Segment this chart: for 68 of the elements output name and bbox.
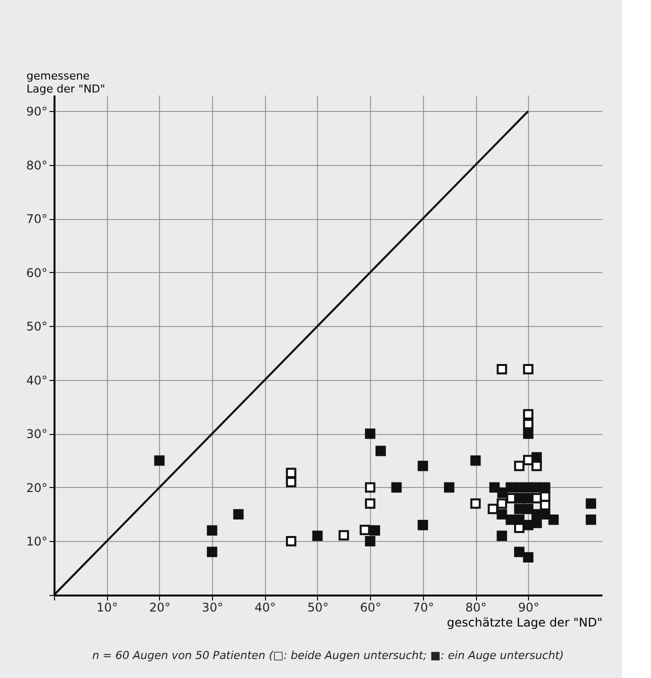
x-tick-label: 50° [307, 600, 329, 614]
point [531, 452, 542, 463]
x-tick-label: 60° [360, 600, 382, 614]
point [233, 509, 244, 520]
y-tick-label: 80° [26, 158, 48, 172]
point [444, 482, 454, 493]
point [514, 546, 524, 558]
x-tick-label: 80° [465, 600, 487, 614]
y-tick-label: 30° [26, 427, 48, 442]
point [496, 498, 508, 509]
x-tick-label: 30° [202, 600, 224, 614]
point [364, 428, 376, 439]
point [523, 409, 534, 420]
point [364, 536, 376, 546]
point [523, 504, 534, 514]
point [470, 498, 481, 509]
point [364, 482, 376, 493]
x-tick-label: 40° [254, 600, 276, 614]
y-tick-label: 20° [26, 480, 48, 495]
point [286, 536, 296, 546]
x-tick-label: 70° [412, 600, 434, 614]
point [370, 525, 380, 536]
point [376, 446, 386, 456]
point [523, 493, 534, 504]
point [523, 520, 534, 530]
point [154, 455, 165, 466]
y-tick-label: 90° [26, 104, 48, 119]
x-tick-label: 20° [149, 600, 171, 614]
point [548, 514, 559, 525]
point [540, 500, 550, 510]
point [523, 364, 534, 374]
point [496, 530, 508, 542]
y-tick-label: 60° [26, 266, 48, 280]
point [514, 493, 524, 504]
point [286, 476, 296, 488]
point [514, 460, 524, 472]
y-tick-label: 10° [26, 534, 48, 549]
point [312, 530, 323, 542]
point [286, 468, 296, 478]
point [523, 552, 534, 563]
y-tick-label: 70° [26, 212, 48, 226]
x-tick-label: 10° [96, 600, 118, 614]
point [206, 525, 218, 536]
point [470, 455, 481, 466]
point [586, 498, 596, 509]
point [523, 418, 534, 430]
point [391, 482, 402, 493]
x-axis-title: geschätzte Lage der "ND" [446, 616, 602, 630]
point [496, 509, 508, 520]
point [514, 514, 524, 525]
point [206, 546, 218, 558]
y-tick-label: 50° [26, 320, 48, 334]
point [540, 482, 550, 493]
point [531, 518, 542, 528]
point [418, 520, 428, 530]
point [586, 514, 596, 525]
point [338, 530, 349, 541]
x-tick-label: 90° [518, 600, 540, 614]
point [540, 509, 550, 520]
text: n = 60 Augen von 50 Patienten (□: beide Augen untersucht; ■: ein Auge untersucht) [92, 649, 564, 662]
point [364, 498, 376, 509]
point [496, 364, 508, 374]
point [418, 460, 428, 472]
point [523, 428, 534, 439]
y-axis-title: gemessene Lage der "ND" [26, 70, 106, 96]
y-tick-label: 40° [26, 373, 48, 388]
point [497, 488, 508, 498]
point [360, 524, 370, 536]
